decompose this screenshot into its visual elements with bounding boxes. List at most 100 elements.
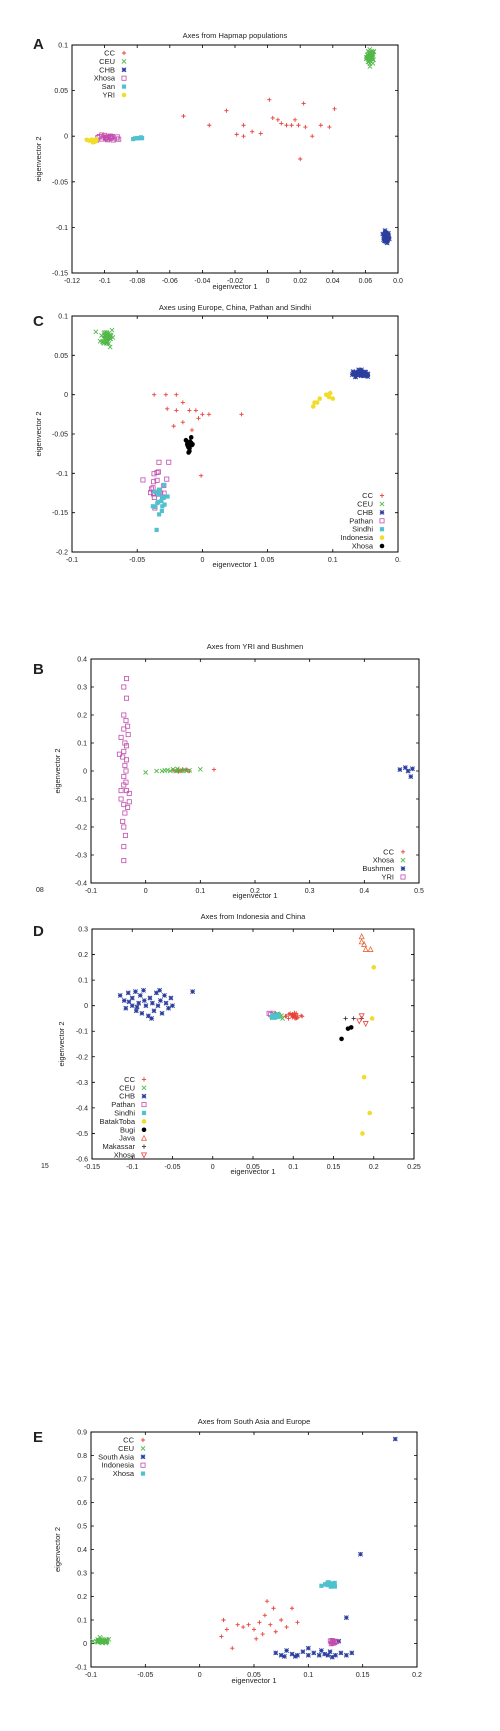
data-point — [93, 137, 99, 143]
y-tick-label: -0.3 — [75, 853, 87, 860]
data-point — [124, 743, 130, 749]
data-point — [163, 1000, 169, 1006]
data-point — [185, 443, 191, 448]
x-tick-label: -0.06 — [162, 278, 178, 285]
x-tick-label: 0.1 — [288, 1164, 298, 1171]
data-point — [362, 1021, 369, 1028]
x-tick-label: -0.1 — [126, 1164, 138, 1171]
data-point — [268, 1622, 273, 1627]
data-point — [310, 134, 315, 139]
x-tick-label: 0.2 — [250, 888, 260, 895]
data-point — [365, 374, 371, 380]
data-point — [219, 1634, 224, 1639]
data-point — [275, 117, 280, 122]
legend-marker — [121, 75, 127, 81]
data-point — [327, 1649, 333, 1655]
data-point — [350, 369, 356, 375]
data-point — [325, 1580, 330, 1585]
data-point — [224, 108, 229, 113]
data-point — [251, 1627, 257, 1632]
data-point — [402, 765, 408, 771]
x-tick-label: 0.15 — [356, 1672, 370, 1679]
y-tick-label: 0.5 — [77, 1524, 87, 1531]
data-point — [126, 799, 132, 805]
data-point — [298, 156, 303, 162]
data-point — [162, 502, 167, 507]
legend-marker — [141, 1085, 147, 1091]
data-point — [327, 390, 333, 396]
data-point — [288, 1013, 294, 1018]
legend-label: Xhosa — [114, 1151, 136, 1160]
x-axis-label: eigenvector 1 — [212, 282, 257, 291]
data-point — [296, 123, 301, 128]
legend-marker — [379, 518, 385, 524]
data-point — [181, 114, 186, 119]
x-tick-label: 0 — [144, 888, 148, 895]
panel-e: E Axes from South Asia and Europe eigenvec… — [33, 1417, 422, 1685]
legend-marker — [140, 1134, 148, 1141]
x-tick-label: 0.1 — [195, 888, 205, 895]
x-tick-label: 0.05 — [246, 1164, 260, 1171]
data-point — [165, 406, 170, 411]
x-tick-label: 0.02 — [293, 278, 307, 285]
data-point — [118, 788, 124, 794]
legend-marker — [400, 874, 406, 880]
data-point — [382, 228, 388, 234]
chart-title: Axes from YRI and Bushmen — [207, 642, 304, 651]
data-point — [279, 1617, 284, 1623]
data-point — [126, 999, 132, 1005]
data-point — [198, 473, 204, 478]
data-point — [124, 695, 130, 701]
data-point — [359, 369, 365, 375]
data-point — [408, 774, 414, 780]
data-point — [122, 832, 128, 838]
y-tick-label: 0.05 — [54, 353, 68, 360]
data-point — [280, 1016, 285, 1021]
x-tick-label: 0.04 — [326, 278, 340, 285]
data-point — [409, 766, 415, 772]
x-tick-label: -0.1 — [99, 278, 111, 285]
legend-label: Pathan — [111, 1100, 135, 1109]
data-point — [284, 123, 289, 128]
x-tick-label: 0 — [200, 557, 204, 564]
data-point — [125, 804, 131, 810]
series-yri — [84, 137, 99, 145]
data-point — [283, 1014, 288, 1019]
data-point — [125, 732, 131, 738]
x-axis-label: eigenvector 1 — [231, 1676, 276, 1685]
data-point — [343, 1615, 349, 1621]
series-makassar — [343, 1016, 364, 1021]
x-tick-label: -0.1 — [85, 1672, 97, 1679]
panel-b: B Axes from YRI and Bushmen eigenvector 1 e… — [33, 642, 424, 900]
chart-title: Axes from South Asia and Europe — [198, 1417, 311, 1426]
data-point — [289, 1606, 295, 1611]
data-point — [103, 134, 109, 140]
y-tick-label: -0.05 — [52, 179, 68, 186]
legend-marker — [141, 1144, 147, 1149]
data-point — [120, 818, 126, 824]
y-tick-label: -0.5 — [76, 1131, 88, 1138]
data-point — [121, 858, 127, 864]
data-point — [359, 372, 364, 378]
data-point — [330, 1640, 336, 1646]
data-point — [338, 1650, 344, 1656]
x-tick-label: -0.05 — [129, 557, 145, 564]
data-point — [124, 788, 130, 794]
data-point — [305, 1652, 311, 1658]
data-point — [121, 782, 127, 788]
legend-label: CEU — [99, 57, 115, 66]
data-point — [273, 1650, 279, 1656]
legend-marker — [121, 58, 127, 64]
legend-marker — [121, 92, 127, 98]
data-point — [273, 1629, 278, 1634]
y-tick-label: 0.7 — [77, 1477, 87, 1484]
data-point — [332, 1580, 337, 1586]
data-point — [121, 726, 127, 732]
data-point — [122, 740, 128, 746]
data-point — [180, 400, 185, 405]
legend-label: Xhosa — [373, 856, 395, 865]
data-point — [289, 123, 294, 128]
data-point — [154, 768, 160, 774]
data-point — [364, 54, 370, 60]
